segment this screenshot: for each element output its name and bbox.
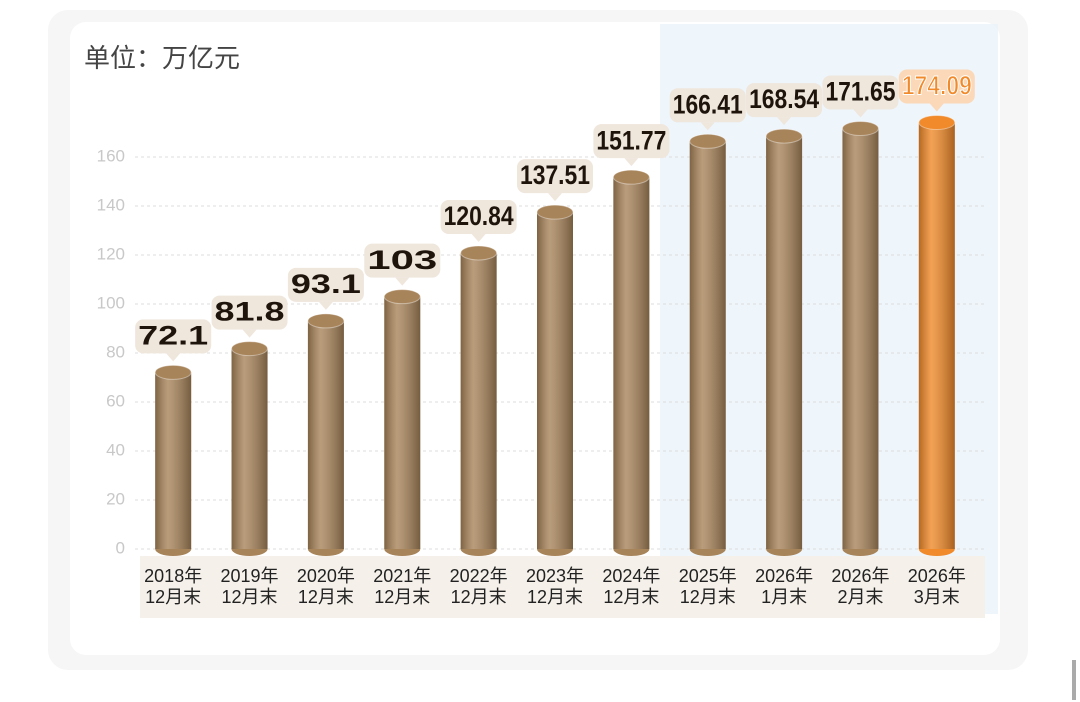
y-tick-label: 160 [97,146,125,165]
value-label-pointer [471,233,486,242]
bar-shading [155,372,192,549]
value-label-pointer [166,353,181,362]
value-label: 151.77 [596,125,666,155]
y-tick-label: 120 [97,244,125,263]
bar-shading [918,122,955,550]
value-label: 81.8 [215,297,285,327]
x-tick-label: 2023年 [526,566,584,586]
bar-shading [231,348,268,549]
x-tick-label: 12月末 [298,587,354,607]
x-tick-label: 2020年 [297,566,355,586]
value-label-box [135,319,212,354]
bar-shading [537,212,573,549]
x-tick-label: 12月末 [680,587,736,607]
x-tick-label: 2022年 [450,566,508,586]
value-label-pointer [318,301,333,310]
value-label: 137.51 [520,160,590,190]
y-tick-label: 20 [106,489,125,508]
bar-cap [307,313,345,329]
bar-shading [307,320,344,549]
x-tick-label: 2025年 [679,566,737,586]
value-label-box [364,243,441,278]
x-tick-label: 2月末 [837,587,883,607]
scrollbar [1072,660,1076,700]
value-label-pointer [548,193,562,202]
bar-shading [613,177,650,549]
value-label-pointer [700,122,715,131]
value-label-pointer [929,103,944,112]
value-label: 120.84 [444,201,514,231]
bar-shading [689,141,726,549]
value-label-box [440,199,517,234]
x-tick-label: 2021年 [373,566,431,586]
bar-cap [918,114,956,130]
value-label-box [898,69,975,104]
value-label-pointer [777,117,792,126]
y-tick-label: 100 [97,293,125,312]
value-label-pointer [624,158,639,167]
bar-shading [460,252,497,549]
bar-cap [765,128,803,144]
unit-label: 单位：万亿元 [84,43,240,73]
value-label-pointer [853,109,868,118]
value-label-box [211,295,288,330]
bar-shading [766,136,803,549]
bar-cap [460,245,498,261]
x-tick-label: 2018年 [144,566,202,586]
x-tick-label: 12月末 [222,587,278,607]
value-label: 171.65 [825,77,895,107]
x-tick-label: 12月末 [451,587,507,607]
bar-cap [536,204,574,220]
x-tick-label: 12月末 [374,587,430,607]
x-tick-label: 1月末 [761,587,807,607]
value-label-pointer [395,277,410,286]
x-tick-label: 2026年 [908,566,966,586]
y-tick-label: 80 [106,342,125,361]
value-label: 168.54 [749,84,819,114]
x-tick-label: 2026年 [755,566,813,586]
value-label-box [822,75,899,110]
x-tick-label: 12月末 [145,587,201,607]
value-label: 72.1 [138,320,208,350]
value-label-box [593,124,670,159]
x-tick-label: 2019年 [221,566,279,586]
x-tick-label: 12月末 [527,587,583,607]
bar-cap [383,289,421,305]
value-label-box [669,88,746,123]
value-label: 103 [367,245,437,275]
value-label: 174.09 [902,71,972,101]
value-label-box [746,83,823,118]
x-tick-label: 12月末 [603,587,659,607]
bar-shading [842,128,879,549]
axis-band [140,556,985,618]
y-tick-label: 60 [106,391,125,410]
bar-cap [612,169,650,185]
bar-cap [689,133,727,149]
y-tick-label: 0 [116,538,125,557]
x-tick-label: 3月末 [914,587,960,607]
bar-cap [841,120,879,136]
bar-shading [384,296,421,549]
x-tick-label: 2024年 [602,566,660,586]
value-label: 93.1 [291,269,361,299]
value-label-box [287,267,364,302]
bar-cap [231,341,269,357]
x-tick-label: 2026年 [831,566,889,586]
y-tick-label: 40 [106,440,125,459]
value-label: 166.41 [673,89,743,119]
value-label-pointer [242,329,257,338]
bar-cap [154,364,192,380]
value-label-box [517,159,593,194]
y-tick-label: 140 [97,195,125,214]
